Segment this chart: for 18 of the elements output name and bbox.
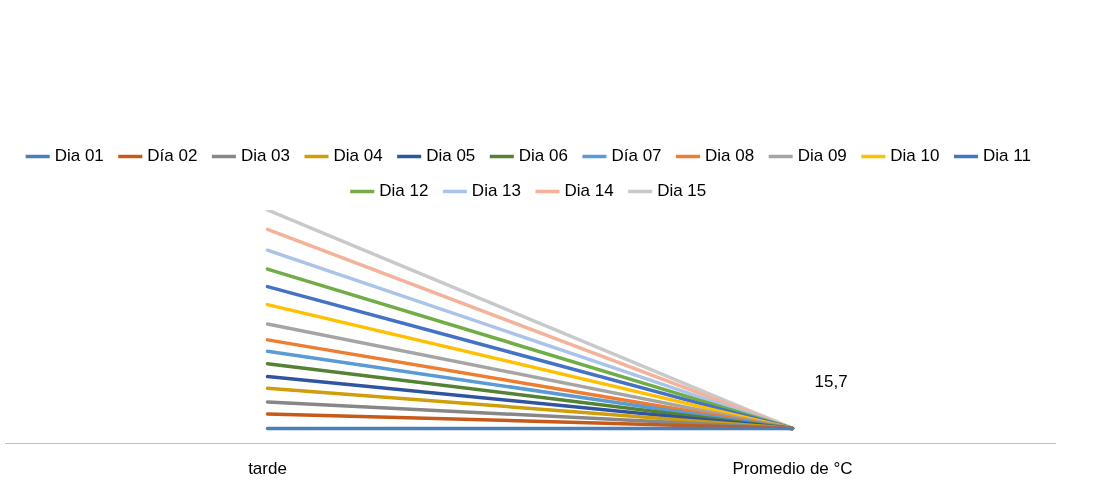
legend-label: Dia 12	[379, 181, 429, 201]
x-tick-label: Promedio de °C	[732, 459, 853, 479]
legend-label: Dia 10	[890, 146, 940, 166]
legend-label: Dia 05	[426, 146, 476, 166]
legend-label: Dia 09	[797, 146, 847, 166]
legend-label: Día 02	[147, 146, 198, 166]
legend-label: Dia 04	[333, 146, 383, 166]
legend-label: Dia 14	[564, 181, 614, 201]
legend-label: Dia 03	[240, 146, 291, 166]
legend-label: Día 07	[611, 146, 662, 166]
legend-label: Dia 15	[657, 181, 707, 201]
annotation: 15,7	[814, 371, 848, 391]
legend-label: Dia 08	[705, 146, 755, 166]
x-tick-label: tarde	[248, 459, 287, 479]
legend-label: Dia 11	[982, 146, 1031, 166]
legend-label: Dia 06	[518, 146, 568, 166]
legend-label: Dia 13	[471, 181, 521, 201]
legend-label: Dia 01	[54, 146, 104, 166]
